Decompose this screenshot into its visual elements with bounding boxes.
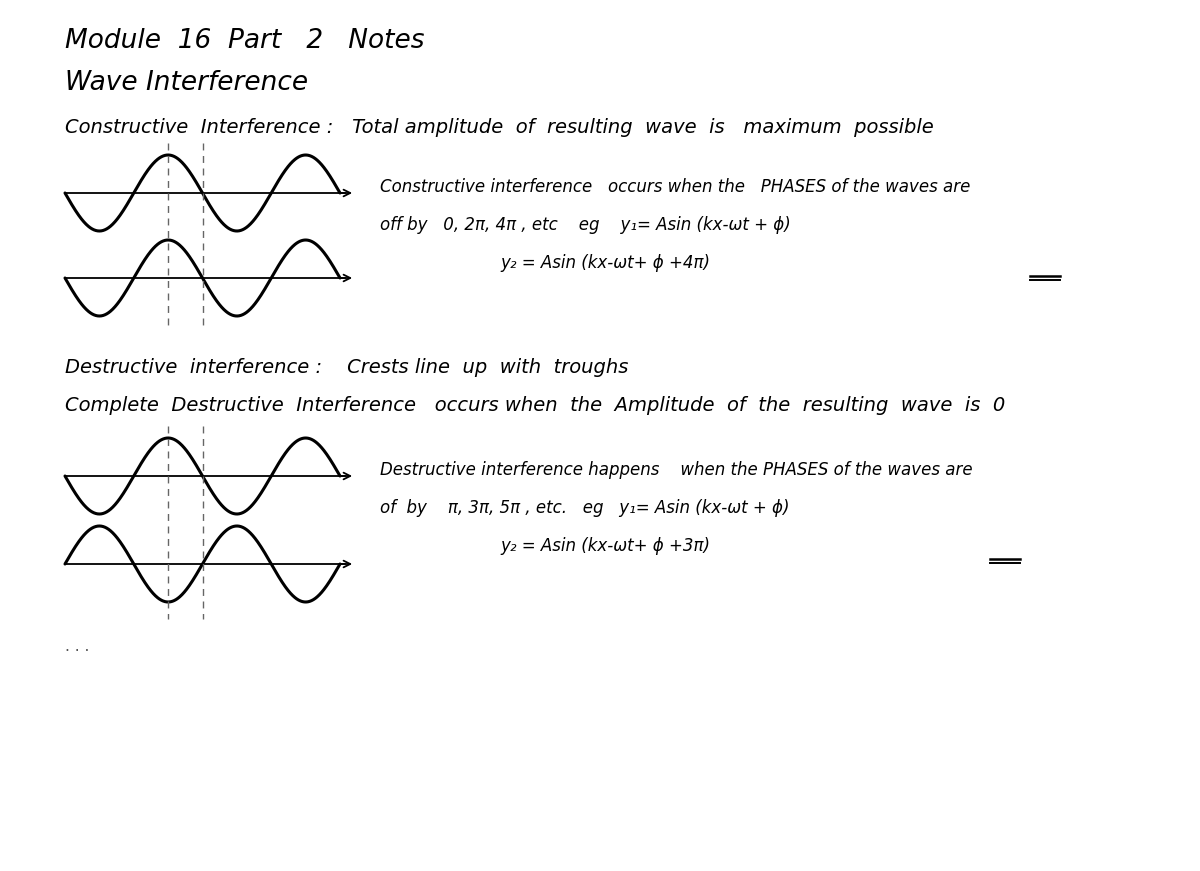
Text: Complete  Destructive  Interference   occurs when  the  Amplitude  of  the  resu: Complete Destructive Interference occurs…	[65, 396, 1006, 415]
Text: Constructive interference   occurs when the   PHASES of the waves are: Constructive interference occurs when th…	[380, 178, 971, 196]
Text: y₂ = Asin (kx-ωt+ ϕ +4π): y₂ = Asin (kx-ωt+ ϕ +4π)	[500, 254, 710, 272]
Text: Constructive  Interference :   Total amplitude  of  resulting  wave  is   maximu: Constructive Interference : Total amplit…	[65, 118, 934, 137]
Text: Wave Interference: Wave Interference	[65, 70, 308, 96]
Text: Module  16  Part   2   Notes: Module 16 Part 2 Notes	[65, 28, 425, 54]
Text: Destructive  interference :    Crests line  up  with  troughs: Destructive interference : Crests line u…	[65, 358, 629, 377]
Text: · · ·: · · ·	[65, 644, 89, 659]
Text: Destructive interference happens    when the PHASES of the waves are: Destructive interference happens when th…	[380, 461, 973, 479]
Text: off by   0, 2π, 4π , etc    eg    y₁= Asin (kx-ωt + ϕ): off by 0, 2π, 4π , etc eg y₁= Asin (kx-ω…	[380, 216, 791, 234]
Text: y₂ = Asin (kx-ωt+ ϕ +3π): y₂ = Asin (kx-ωt+ ϕ +3π)	[500, 537, 710, 555]
Text: of  by    π, 3π, 5π , etc.   eg   y₁= Asin (kx-ωt + ϕ): of by π, 3π, 5π , etc. eg y₁= Asin (kx-ω…	[380, 499, 790, 517]
